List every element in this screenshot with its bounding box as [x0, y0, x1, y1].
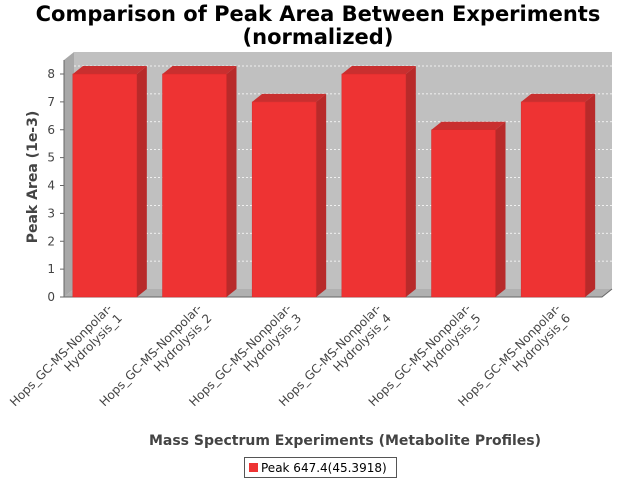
- bar-side: [405, 66, 416, 297]
- x-axis-line: [64, 288, 613, 298]
- legend-box: [244, 457, 397, 478]
- y-axis-title: Peak Area (1e-3): [25, 111, 41, 244]
- y-tick-label: 6: [47, 123, 55, 137]
- axes: [63, 60, 613, 298]
- x-axis-title: Mass Spectrum Experiments (Metabolite Pr…: [149, 433, 541, 449]
- bar-side: [226, 66, 237, 297]
- bar-top: [521, 93, 596, 102]
- bar-side: [136, 66, 147, 297]
- bar: [72, 66, 147, 298]
- y-tick-label: 0: [47, 290, 55, 304]
- bar-side: [495, 121, 506, 297]
- bar-front: [431, 129, 496, 298]
- bar: [520, 93, 596, 298]
- bar-top: [431, 121, 506, 130]
- bar: [251, 93, 327, 298]
- bar-top: [72, 66, 147, 74]
- plot-left-wall: [64, 52, 74, 297]
- y-tick-label: 1: [47, 262, 55, 276]
- legend: Peak 647.4(45.3918): [244, 457, 397, 478]
- legend-swatch: [249, 463, 258, 472]
- bar: [162, 66, 237, 298]
- y-tick-label: 3: [47, 206, 55, 220]
- bar-side: [585, 93, 596, 297]
- legend-label: Peak 647.4(45.3918): [261, 461, 387, 475]
- y-tick-label: 4: [47, 179, 55, 193]
- bar: [341, 66, 416, 298]
- bar-top: [252, 93, 327, 102]
- chart-title-line-1: Comparison of Peak Area Between Experime…: [36, 2, 601, 26]
- y-tick-label: 2: [47, 234, 55, 248]
- bar-front: [341, 73, 407, 298]
- y-tick-label: 7: [47, 95, 55, 109]
- bar-front: [520, 101, 586, 298]
- bar: [431, 121, 506, 298]
- bar-side: [316, 93, 327, 297]
- y-tick-label: 8: [47, 67, 55, 81]
- y-tick-labels: 0 1 2 3 4 5 6 7 8: [47, 67, 64, 304]
- bar-top: [341, 66, 416, 74]
- bar-front: [162, 73, 227, 298]
- bar-front: [72, 73, 138, 298]
- x-tick-labels: Hops_GC-MS-Nonpolar-Hydrolysis_1Hops_GC-…: [7, 301, 573, 409]
- y-tick-label: 5: [47, 151, 55, 165]
- chart-title-line-2: (normalized): [243, 25, 394, 49]
- bar-front: [251, 101, 317, 298]
- bar-top: [162, 66, 237, 74]
- bars: [72, 66, 596, 298]
